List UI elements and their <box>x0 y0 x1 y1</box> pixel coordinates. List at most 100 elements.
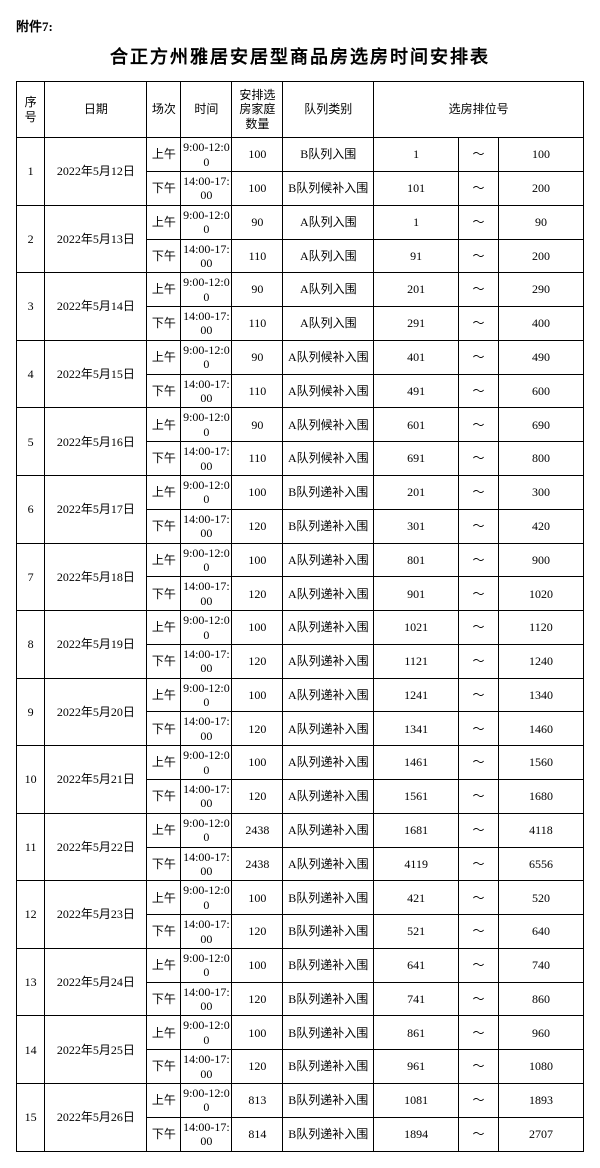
cell-time: 9:00-12:00 <box>181 678 232 712</box>
cell-time: 14:00-17:00 <box>181 374 232 408</box>
cell-range-end: 200 <box>498 239 583 273</box>
cell-qty: 120 <box>232 509 283 543</box>
cell-time: 14:00-17:00 <box>181 915 232 949</box>
cell-time: 14:00-17:00 <box>181 1117 232 1151</box>
cell-session: 上午 <box>147 881 181 915</box>
cell-range-end: 740 <box>498 948 583 982</box>
cell-range-end: 1080 <box>498 1050 583 1084</box>
cell-time: 9:00-12:00 <box>181 273 232 307</box>
cell-qty: 120 <box>232 712 283 746</box>
cell-category: A队列候补入围 <box>283 374 374 408</box>
cell-range-end: 800 <box>498 442 583 476</box>
cell-time: 9:00-12:00 <box>181 813 232 847</box>
header-category: 队列类别 <box>283 82 374 138</box>
table-row: 142022年5月25日上午9:00-12:00100B队列递补入围861～96… <box>17 1016 584 1050</box>
cell-index: 7 <box>17 543 45 611</box>
cell-range-sep: ～ <box>459 644 499 678</box>
header-session: 场次 <box>147 82 181 138</box>
cell-range-sep: ～ <box>459 475 499 509</box>
cell-range-end: 1680 <box>498 780 583 814</box>
cell-time: 14:00-17:00 <box>181 982 232 1016</box>
table-row: 82022年5月19日上午9:00-12:00100A队列递补入围1021～11… <box>17 611 584 645</box>
cell-range-start: 1121 <box>374 644 459 678</box>
cell-range-start: 521 <box>374 915 459 949</box>
cell-qty: 100 <box>232 881 283 915</box>
cell-range-end: 900 <box>498 543 583 577</box>
cell-time: 9:00-12:00 <box>181 611 232 645</box>
cell-range-start: 101 <box>374 171 459 205</box>
cell-qty: 100 <box>232 171 283 205</box>
header-qty: 安排选房家庭数量 <box>232 82 283 138</box>
cell-range-start: 1894 <box>374 1117 459 1151</box>
cell-range-end: 290 <box>498 273 583 307</box>
cell-category: A队列递补入围 <box>283 746 374 780</box>
table-row: 72022年5月18日上午9:00-12:00100A队列递补入围801～900 <box>17 543 584 577</box>
cell-session: 上午 <box>147 340 181 374</box>
cell-range-start: 1561 <box>374 780 459 814</box>
cell-time: 14:00-17:00 <box>181 712 232 746</box>
cell-qty: 814 <box>232 1117 283 1151</box>
table-row: 132022年5月24日上午9:00-12:00100B队列递补入围641～74… <box>17 948 584 982</box>
cell-date: 2022年5月18日 <box>45 543 147 611</box>
cell-range-sep: ～ <box>459 1084 499 1118</box>
cell-range-start: 201 <box>374 475 459 509</box>
header-index: 序号 <box>17 82 45 138</box>
cell-session: 上午 <box>147 543 181 577</box>
header-date: 日期 <box>45 82 147 138</box>
cell-qty: 2438 <box>232 813 283 847</box>
cell-date: 2022年5月25日 <box>45 1016 147 1084</box>
cell-session: 下午 <box>147 374 181 408</box>
cell-index: 9 <box>17 678 45 746</box>
cell-range-sep: ～ <box>459 746 499 780</box>
cell-index: 12 <box>17 881 45 949</box>
cell-qty: 110 <box>232 442 283 476</box>
cell-range-end: 1120 <box>498 611 583 645</box>
cell-session: 上午 <box>147 948 181 982</box>
cell-range-end: 4118 <box>498 813 583 847</box>
cell-category: A队列入围 <box>283 307 374 341</box>
cell-range-sep: ～ <box>459 577 499 611</box>
header-time: 时间 <box>181 82 232 138</box>
cell-time: 14:00-17:00 <box>181 577 232 611</box>
cell-range-end: 860 <box>498 982 583 1016</box>
cell-session: 上午 <box>147 408 181 442</box>
cell-range-start: 861 <box>374 1016 459 1050</box>
table-row: 52022年5月16日上午9:00-12:0090A队列候补入围601～690 <box>17 408 584 442</box>
cell-session: 下午 <box>147 712 181 746</box>
cell-category: A队列入围 <box>283 239 374 273</box>
cell-time: 9:00-12:00 <box>181 746 232 780</box>
cell-category: B队列递补入围 <box>283 1016 374 1050</box>
cell-category: A队列候补入围 <box>283 442 374 476</box>
cell-session: 下午 <box>147 307 181 341</box>
cell-time: 14:00-17:00 <box>181 442 232 476</box>
cell-index: 2 <box>17 205 45 273</box>
cell-time: 9:00-12:00 <box>181 138 232 172</box>
attachment-label: 附件7: <box>16 16 584 35</box>
cell-range-end: 1560 <box>498 746 583 780</box>
cell-date: 2022年5月22日 <box>45 813 147 881</box>
cell-qty: 90 <box>232 205 283 239</box>
cell-session: 上午 <box>147 678 181 712</box>
cell-session: 上午 <box>147 813 181 847</box>
cell-category: B队列递补入围 <box>283 475 374 509</box>
cell-session: 上午 <box>147 611 181 645</box>
cell-session: 上午 <box>147 475 181 509</box>
cell-qty: 100 <box>232 543 283 577</box>
cell-category: B队列递补入围 <box>283 881 374 915</box>
cell-range-end: 100 <box>498 138 583 172</box>
cell-category: A队列递补入围 <box>283 678 374 712</box>
cell-range-sep: ～ <box>459 205 499 239</box>
cell-range-end: 300 <box>498 475 583 509</box>
cell-range-sep: ～ <box>459 1050 499 1084</box>
cell-category: B队列递补入围 <box>283 982 374 1016</box>
cell-qty: 120 <box>232 577 283 611</box>
table-row: 122022年5月23日上午9:00-12:00100B队列递补入围421～52… <box>17 881 584 915</box>
cell-session: 下午 <box>147 780 181 814</box>
cell-index: 15 <box>17 1084 45 1152</box>
cell-category: B队列递补入围 <box>283 948 374 982</box>
cell-session: 下午 <box>147 577 181 611</box>
cell-time: 14:00-17:00 <box>181 1050 232 1084</box>
cell-index: 4 <box>17 340 45 408</box>
cell-qty: 100 <box>232 1016 283 1050</box>
cell-category: A队列递补入围 <box>283 780 374 814</box>
